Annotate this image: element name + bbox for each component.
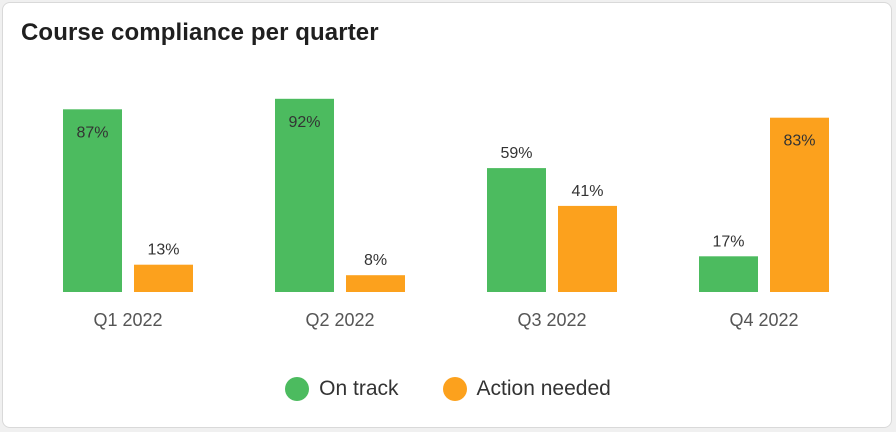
bar-label-on-track-q2-2022: 92% bbox=[288, 114, 320, 131]
legend-swatch-on-track bbox=[285, 377, 310, 401]
bar-label-action-needed-q4-2022: 83% bbox=[783, 133, 815, 150]
bar-on-track-q4-2022[interactable] bbox=[699, 256, 758, 292]
legend: On track Action needed bbox=[3, 377, 893, 401]
bar-label-action-needed-q2-2022: 8% bbox=[364, 252, 387, 269]
legend-label-on-track: On track bbox=[319, 377, 399, 400]
bar-action-needed-q1-2022[interactable] bbox=[134, 264, 193, 292]
bar-label-on-track-q4-2022: 17% bbox=[712, 233, 744, 250]
bar-label-on-track-q3-2022: 59% bbox=[500, 145, 532, 162]
legend-label-action-needed: Action needed bbox=[476, 377, 611, 400]
legend-swatch-action-needed bbox=[442, 377, 467, 401]
bar-chart: 87% 13% 92% 8% 59% 41% 17% 83% Q1 2022 Q2 2022 Q3… bbox=[63, 98, 829, 330]
bar-label-on-track-q1-2022: 87% bbox=[76, 124, 108, 141]
chart-card: Course compliance per quarter 87% 13% 92% 8… bbox=[2, 2, 892, 428]
x-tick-label-q1-2022: Q1 2022 bbox=[93, 310, 162, 330]
bar-action-needed-q3-2022[interactable] bbox=[558, 205, 617, 292]
bar-action-needed-q2-2022[interactable] bbox=[346, 275, 405, 292]
x-tick-label-q4-2022: Q4 2022 bbox=[729, 310, 798, 330]
bar-on-track-q2-2022[interactable] bbox=[275, 98, 334, 292]
legend-item-action-needed[interactable]: Action needed bbox=[442, 377, 611, 401]
x-tick-label-q2-2022: Q2 2022 bbox=[305, 310, 374, 330]
legend-item-on-track[interactable]: On track bbox=[285, 377, 399, 401]
bar-action-needed-q4-2022[interactable] bbox=[770, 117, 829, 292]
bar-on-track-q1-2022[interactable] bbox=[63, 109, 122, 292]
bar-label-action-needed-q3-2022: 41% bbox=[571, 183, 603, 200]
x-axis-ticks: Q1 2022 Q2 2022 Q3 2022 Q4 2022 bbox=[93, 310, 798, 330]
bar-labels-group: 87% 13% 92% 8% 59% 41% 17% 83% bbox=[76, 114, 815, 269]
chart-title: Course compliance per quarter bbox=[21, 19, 379, 46]
bar-on-track-q3-2022[interactable] bbox=[487, 168, 546, 292]
x-tick-label-q3-2022: Q3 2022 bbox=[517, 310, 586, 330]
bars-group bbox=[63, 98, 829, 292]
bar-label-action-needed-q1-2022: 13% bbox=[147, 242, 179, 259]
